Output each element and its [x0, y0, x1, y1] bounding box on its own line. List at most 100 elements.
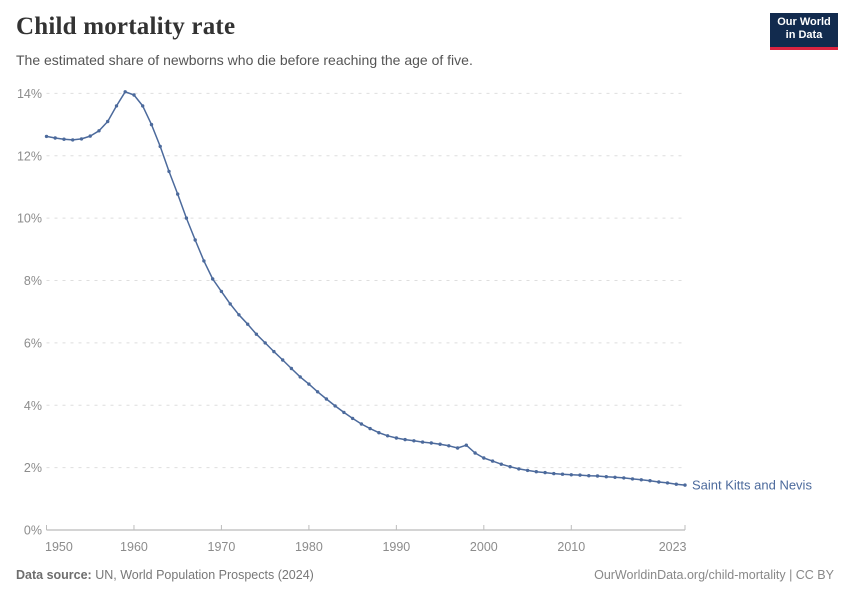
data-point-marker[interactable] — [412, 439, 416, 443]
data-point-marker[interactable] — [44, 134, 49, 139]
data-point-marker[interactable] — [193, 238, 197, 242]
data-point-marker[interactable] — [630, 477, 635, 481]
data-point-marker[interactable] — [315, 390, 320, 394]
y-tick-label: 8% — [24, 274, 42, 288]
y-tick-label: 2% — [24, 461, 42, 475]
data-point-marker[interactable] — [176, 192, 180, 196]
owid-logo[interactable]: Our World in Data — [770, 13, 838, 50]
y-tick-label: 4% — [24, 399, 42, 413]
x-tick-label: 2010 — [557, 540, 585, 554]
data-source-text: UN, World Population Prospects (2024) — [91, 568, 314, 582]
data-point-marker[interactable] — [639, 478, 643, 482]
data-point-marker[interactable] — [438, 442, 442, 446]
data-point-marker[interactable] — [88, 134, 92, 138]
data-point-marker[interactable] — [246, 322, 250, 326]
x-tick-label: 1970 — [208, 540, 236, 554]
x-tick-label: 2000 — [470, 540, 498, 554]
data-point-marker[interactable] — [578, 473, 582, 477]
data-point-marker[interactable] — [499, 462, 503, 466]
data-point-marker[interactable] — [79, 137, 84, 141]
data-point-marker[interactable] — [211, 277, 215, 281]
data-point-marker[interactable] — [289, 366, 294, 371]
y-tick-label: 0% — [24, 524, 42, 538]
data-point-marker[interactable] — [254, 332, 259, 336]
data-point-marker[interactable] — [517, 467, 521, 471]
data-point-marker[interactable] — [71, 138, 75, 142]
data-point-marker[interactable] — [324, 397, 329, 401]
y-tick-label: 10% — [17, 212, 42, 226]
series-line — [45, 91, 686, 486]
data-point-marker[interactable] — [455, 446, 460, 450]
data-point-marker[interactable] — [525, 468, 530, 473]
data-point-marker[interactable] — [359, 422, 364, 426]
data-point-marker[interactable] — [114, 104, 119, 108]
data-point-marker[interactable] — [394, 436, 399, 440]
x-tick-label: 1950 — [45, 540, 73, 554]
chart-footer: Data source: UN, World Population Prospe… — [16, 568, 834, 582]
y-tick-label: 14% — [17, 87, 42, 101]
data-point-marker[interactable] — [595, 474, 600, 478]
data-point-marker[interactable] — [508, 465, 512, 469]
data-point-marker[interactable] — [333, 404, 337, 408]
data-point-marker[interactable] — [420, 440, 425, 444]
data-point-marker[interactable] — [490, 459, 495, 463]
data-point-marker[interactable] — [552, 471, 556, 476]
data-point-marker[interactable] — [429, 441, 433, 445]
data-point-marker[interactable] — [106, 119, 110, 124]
data-point-marker[interactable] — [167, 169, 171, 174]
data-point-marker[interactable] — [482, 456, 486, 460]
data-point-marker[interactable] — [202, 259, 206, 263]
data-point-marker[interactable] — [683, 483, 687, 487]
data-point-marker[interactable] — [149, 122, 154, 127]
data-point-marker[interactable] — [350, 416, 355, 421]
data-point-marker[interactable] — [123, 90, 127, 94]
data-point-marker[interactable] — [298, 375, 302, 379]
data-point-marker[interactable] — [587, 474, 591, 478]
data-point-marker[interactable] — [674, 482, 678, 486]
data-point-marker[interactable] — [464, 443, 468, 447]
data-point-marker[interactable] — [272, 349, 276, 354]
series-end-label[interactable]: Saint Kitts and Nevis — [692, 478, 812, 493]
data-point-marker[interactable] — [97, 129, 101, 133]
data-point-marker[interactable] — [263, 341, 267, 345]
data-point-marker[interactable] — [368, 426, 372, 431]
data-point-marker[interactable] — [342, 410, 346, 415]
x-tick-label: 1960 — [120, 540, 148, 554]
data-point-marker[interactable] — [53, 136, 57, 140]
y-tick-label: 6% — [24, 336, 42, 350]
page-title: Child mortality rate — [16, 13, 236, 40]
owid-logo-line2: in Data — [785, 29, 823, 41]
data-point-marker[interactable] — [132, 93, 136, 97]
owid-link[interactable]: OurWorldinData.org/child-mortality | CC … — [594, 568, 834, 582]
data-point-marker[interactable] — [158, 144, 162, 149]
data-point-marker[interactable] — [604, 475, 608, 479]
data-point-marker[interactable] — [665, 481, 670, 485]
data-point-marker[interactable] — [219, 289, 224, 294]
data-point-marker[interactable] — [543, 470, 547, 475]
data-point-marker[interactable] — [613, 475, 617, 479]
data-point-marker[interactable] — [534, 470, 538, 474]
data-point-marker[interactable] — [622, 476, 626, 480]
data-point-marker[interactable] — [281, 358, 285, 362]
data-point-marker[interactable] — [447, 444, 451, 448]
data-point-marker[interactable] — [62, 137, 66, 141]
data-point-marker[interactable] — [184, 216, 189, 220]
data-source-note: Data source: UN, World Population Prospe… — [16, 568, 314, 582]
data-point-marker[interactable] — [237, 313, 241, 317]
data-point-marker[interactable] — [228, 302, 232, 306]
data-point-marker[interactable] — [141, 104, 145, 108]
owid-logo-line1: Our World — [777, 16, 831, 28]
data-point-marker[interactable] — [307, 382, 311, 386]
y-tick-label: 12% — [17, 149, 42, 163]
data-point-marker[interactable] — [657, 480, 661, 484]
data-point-marker[interactable] — [377, 431, 381, 435]
chart-subtitle: The estimated share of newborns who die … — [16, 52, 473, 68]
data-point-marker[interactable] — [473, 451, 477, 455]
data-point-marker[interactable] — [385, 434, 390, 438]
data-point-marker[interactable] — [403, 437, 407, 442]
x-tick-label: 1990 — [382, 540, 410, 554]
data-point-marker[interactable] — [560, 472, 565, 476]
data-point-marker[interactable] — [648, 479, 652, 483]
data-point-marker[interactable] — [569, 473, 573, 477]
